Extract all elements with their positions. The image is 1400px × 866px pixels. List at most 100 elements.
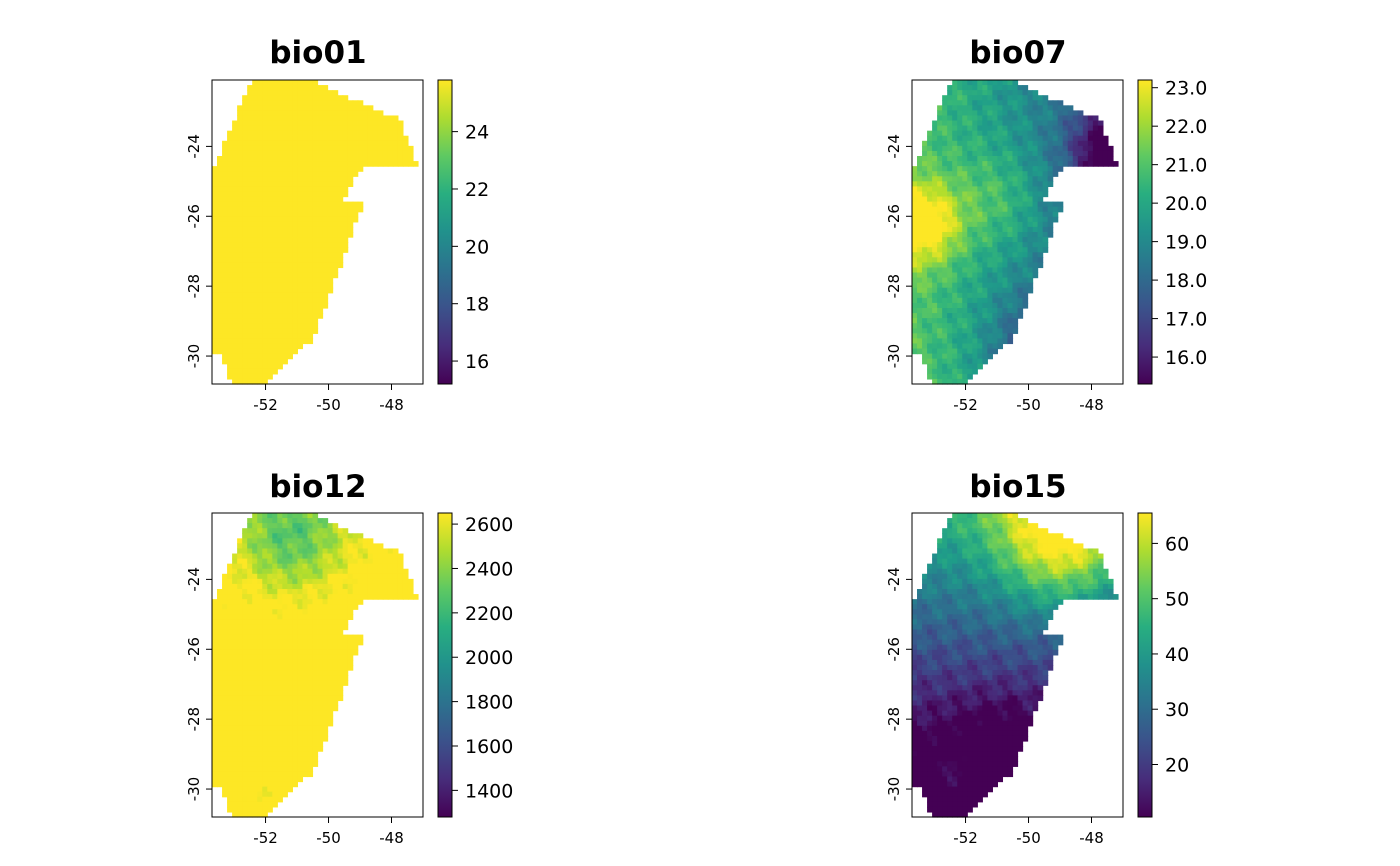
raster-cell [937,216,943,223]
raster-cell [912,302,918,309]
raster-cell [372,135,379,142]
raster-cell [237,237,243,243]
raster-cell [372,161,379,167]
raster-cell [262,766,268,772]
raster-cell [227,140,233,147]
raster-cell [947,523,953,529]
raster-cell [332,583,339,590]
raster-cell [1047,216,1054,223]
raster-cell [967,196,973,203]
raster-cell [362,125,369,132]
raster-cell [952,161,958,167]
raster-cell [997,130,1004,137]
raster-cell [232,282,238,289]
raster-cell [307,629,314,636]
raster-cell [937,578,943,585]
raster-cell [247,614,253,620]
raster-cell [317,558,324,565]
raster-cell [247,751,253,757]
raster-cell [337,629,344,636]
raster-cell [377,543,384,550]
raster-cell [262,695,268,702]
raster-cell [357,206,364,213]
raster-cell [942,171,948,177]
raster-cell [377,150,384,157]
raster-cell [252,201,258,208]
raster-cell [222,730,228,737]
raster-cell [332,690,339,696]
raster-cell [962,115,968,122]
raster-cell [287,766,293,772]
raster-cell [1007,166,1014,172]
raster-cell [1012,166,1019,172]
raster-cell [962,313,968,319]
raster-cell [302,130,309,137]
raster-cell [927,156,933,162]
raster-cell [942,211,948,218]
raster-cell [982,277,988,284]
raster-cell [327,125,334,132]
raster-cell [1037,257,1044,263]
raster-cell [237,201,243,208]
raster-cell [227,226,233,233]
raster-cell [227,806,233,813]
raster-cell [277,120,283,127]
raster-cell [977,518,983,524]
raster-cell [1007,115,1014,122]
raster-cell [327,675,334,681]
raster-cell [922,161,928,167]
raster-cell [942,161,948,167]
raster-cell [257,191,263,198]
raster-cell [262,171,268,177]
raster-cell [262,313,268,319]
raster-cell [257,690,263,696]
raster-cell [257,639,263,646]
raster-cell [1032,533,1039,539]
raster-cell [282,100,288,106]
raster-cell [397,135,404,142]
raster-cell [262,771,268,778]
raster-cell [967,105,973,111]
raster-cell [267,338,273,345]
raster-cell [237,639,243,646]
raster-cell [287,730,293,737]
raster-cell [232,649,238,656]
raster-cell [937,287,943,294]
raster-cell [1077,130,1084,137]
raster-cell [222,328,228,334]
raster-cell [347,589,354,595]
raster-cell [292,176,298,182]
raster-cell [997,115,1004,122]
raster-cell [342,135,349,142]
raster-map [212,513,419,818]
raster-cell [252,232,258,238]
raster-cell [982,95,988,101]
raster-cell [277,176,283,182]
raster-cell [1027,242,1034,248]
raster-cell [232,176,238,182]
raster-cell [1057,125,1064,132]
raster-cell [937,573,943,580]
raster-cell [332,573,339,580]
raster-cell [962,578,968,585]
legend-tick-label: 2000 [465,647,513,669]
raster-cell [987,95,993,101]
raster-cell [297,523,304,529]
raster-cell [367,161,374,167]
raster-cell [232,644,238,651]
raster-cell [357,166,364,172]
raster-cell [1022,292,1029,299]
raster-cell [337,639,344,646]
raster-cell [347,665,354,671]
raster-cell [317,267,324,274]
raster-cell [272,649,278,656]
raster-cell [967,272,973,279]
raster-cell [222,776,228,783]
raster-cell [337,589,344,595]
raster-cell [997,242,1004,248]
raster-cell [222,196,228,203]
raster-cell [217,690,223,696]
raster-cell [267,358,273,365]
raster-cell [277,523,283,529]
raster-cell [367,105,374,111]
